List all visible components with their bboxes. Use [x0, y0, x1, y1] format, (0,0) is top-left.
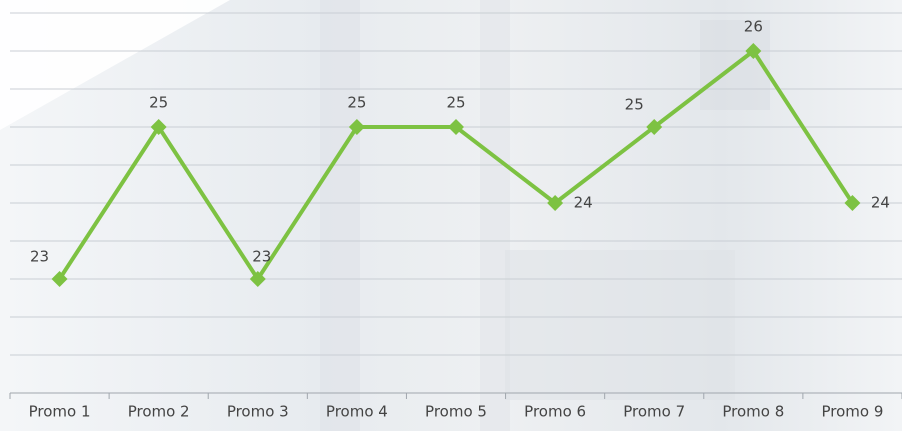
- x-tick-label: Promo 9: [821, 403, 883, 421]
- chart: Promo 1 Promo 2 Promo 3 Promo 4 Promo 5 Promo…: [0, 0, 902, 431]
- x-tick-label: Promo 8: [722, 403, 784, 421]
- data-label: 25: [347, 94, 366, 112]
- data-label: 24: [574, 194, 593, 212]
- x-tick-label: Promo 7: [623, 403, 685, 421]
- x-tick-label: Promo 4: [326, 403, 388, 421]
- data-label: 25: [625, 96, 644, 114]
- x-tick-label: Promo 5: [425, 403, 487, 421]
- background-shape: [320, 0, 360, 431]
- x-tick-label: Promo 2: [128, 403, 190, 421]
- data-label: 23: [30, 248, 49, 266]
- data-label: 25: [149, 94, 168, 112]
- x-tick-label: Promo 3: [227, 403, 289, 421]
- data-label: 23: [252, 248, 271, 266]
- background-shape: [505, 250, 735, 400]
- data-label: 24: [871, 194, 890, 212]
- data-label: 26: [744, 18, 763, 36]
- data-label: 25: [446, 94, 465, 112]
- x-tick-label: Promo 6: [524, 403, 586, 421]
- x-tick-label: Promo 1: [29, 403, 91, 421]
